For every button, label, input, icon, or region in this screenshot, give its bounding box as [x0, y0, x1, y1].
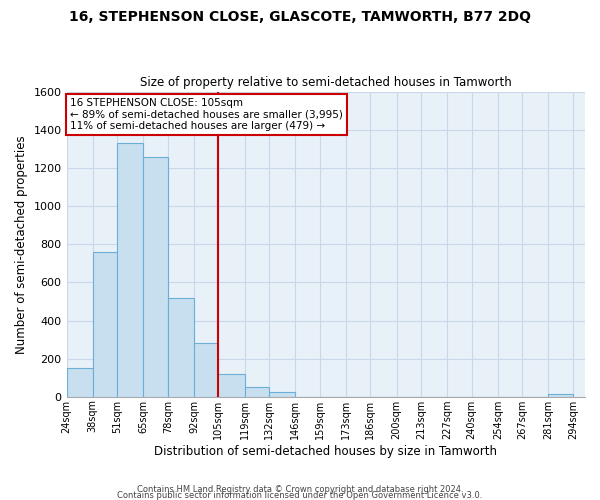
Bar	[245, 387, 269, 396]
Text: 16 STEPHENSON CLOSE: 105sqm
← 89% of semi-detached houses are smaller (3,995)
11: 16 STEPHENSON CLOSE: 105sqm ← 89% of sem…	[70, 98, 343, 131]
Text: Contains HM Land Registry data © Crown copyright and database right 2024.: Contains HM Land Registry data © Crown c…	[137, 484, 463, 494]
Y-axis label: Number of semi-detached properties: Number of semi-detached properties	[15, 135, 28, 354]
Bar	[548, 394, 573, 396]
Bar	[143, 157, 168, 396]
X-axis label: Distribution of semi-detached houses by size in Tamworth: Distribution of semi-detached houses by …	[154, 444, 497, 458]
Bar	[194, 344, 218, 396]
Text: Contains public sector information licensed under the Open Government Licence v3: Contains public sector information licen…	[118, 490, 482, 500]
Bar	[168, 298, 194, 396]
Text: 16, STEPHENSON CLOSE, GLASCOTE, TAMWORTH, B77 2DQ: 16, STEPHENSON CLOSE, GLASCOTE, TAMWORTH…	[69, 10, 531, 24]
Bar	[117, 144, 143, 396]
Bar	[218, 374, 245, 396]
Bar	[67, 368, 93, 396]
Bar	[93, 252, 117, 396]
Bar	[269, 392, 295, 396]
Title: Size of property relative to semi-detached houses in Tamworth: Size of property relative to semi-detach…	[140, 76, 512, 90]
